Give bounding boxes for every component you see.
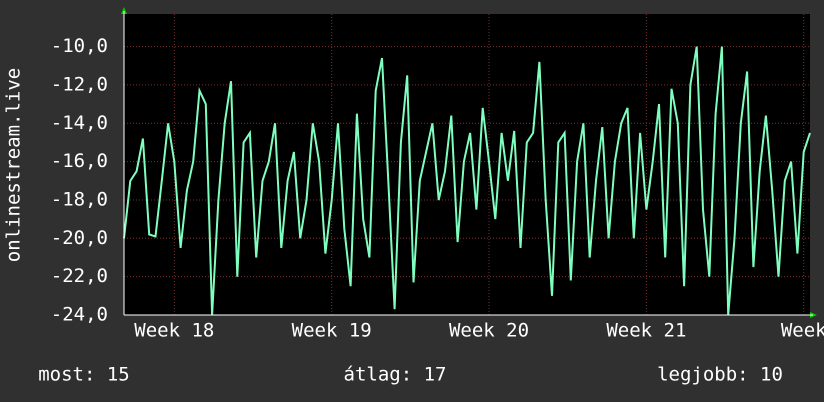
- y-tick-label: -12,0: [51, 73, 108, 95]
- x-tick-label: Week 21: [606, 320, 686, 342]
- x-tick-label: Week 18: [134, 320, 214, 342]
- y-tick-label: -24,0: [51, 304, 108, 326]
- plot-area: [124, 14, 810, 315]
- y-tick-label: -10,0: [51, 35, 108, 57]
- y-tick-label: -22,0: [51, 265, 108, 287]
- data-line: [123, 46, 811, 316]
- y-tick-label: -14,0: [51, 112, 108, 134]
- x-tick-label: Week 19: [292, 320, 372, 342]
- summary-stat: átlag: 17: [344, 364, 447, 386]
- y-tick-label: -16,0: [51, 150, 108, 172]
- axis-arrow: [121, 7, 127, 14]
- y-axis-label: onlinestream.live: [3, 68, 25, 262]
- y-tick-label: -18,0: [51, 188, 108, 210]
- summary-stat: legjobb: 10: [657, 364, 783, 386]
- summary-stat: most: 15: [38, 364, 130, 386]
- x-tick-label: Week 20: [449, 320, 529, 342]
- x-tick-label: Week: [781, 320, 824, 342]
- axis-arrow: [810, 312, 817, 318]
- y-tick-label: -20,0: [51, 227, 108, 249]
